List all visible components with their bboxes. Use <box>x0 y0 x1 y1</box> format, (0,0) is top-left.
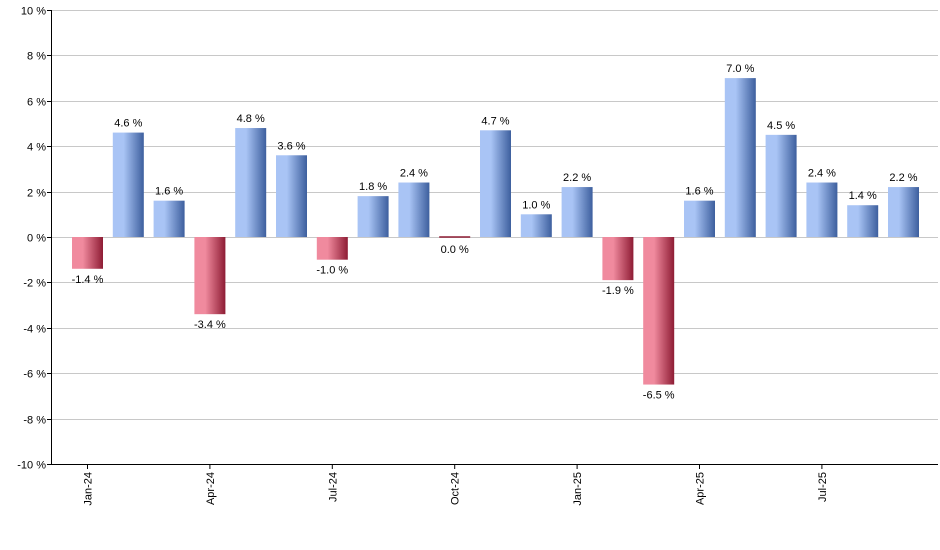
bar-Apr-24 <box>194 237 226 315</box>
value-label: -3.4 % <box>194 319 226 331</box>
value-label: -1.0 % <box>316 265 348 277</box>
bar-Aug-25 <box>847 205 879 237</box>
bar-Oct-24 <box>439 236 471 238</box>
y-tick-label: 10 % <box>21 6 46 18</box>
value-label: -1.9 % <box>602 285 634 297</box>
bar-Feb-24 <box>112 132 144 237</box>
bar-Sep-25 <box>888 187 919 237</box>
bar-Jun-24 <box>276 155 307 237</box>
value-label: 2.2 % <box>563 172 591 184</box>
x-tick-label: Jul-25 <box>817 472 829 502</box>
value-label: 4.7 % <box>481 115 509 127</box>
value-label: 4.5 % <box>767 120 795 132</box>
value-label: -6.5 % <box>643 390 675 402</box>
x-tick-label: Apr-24 <box>205 472 217 505</box>
y-tick-label: -6 % <box>23 369 46 381</box>
y-tick-label: 0 % <box>27 233 46 245</box>
value-label: 2.4 % <box>400 168 428 180</box>
value-label: 4.8 % <box>237 113 265 125</box>
y-tick-label: -4 % <box>23 324 46 336</box>
bar-Mar-25 <box>643 237 675 385</box>
bar-May-25 <box>724 78 756 237</box>
bar-Feb-25 <box>602 237 634 281</box>
value-label: -1.4 % <box>72 274 104 286</box>
bar-Apr-25 <box>684 200 715 237</box>
y-tick-label: -2 % <box>23 278 46 290</box>
value-label: 1.6 % <box>685 186 713 198</box>
value-label: 1.6 % <box>155 186 183 198</box>
bar-Nov-24 <box>480 130 511 237</box>
value-label: 4.6 % <box>114 118 142 130</box>
x-tick-label: Jan-24 <box>83 472 95 506</box>
value-label: 1.4 % <box>849 190 877 202</box>
value-label: 2.4 % <box>808 168 836 180</box>
value-label: 1.8 % <box>359 181 387 193</box>
y-tick-label: 6 % <box>27 97 46 109</box>
y-tick-label: -10 % <box>17 460 46 472</box>
bar-Dec-24 <box>520 214 552 237</box>
bar-May-24 <box>235 128 267 237</box>
x-tick-label: Jul-24 <box>327 472 339 502</box>
value-label: 3.6 % <box>277 140 305 152</box>
value-label: 1.0 % <box>522 199 550 211</box>
value-labels: -1.4 % 4.6 % 1.6 % -3.4 % 4.8 % 3.6 % -1.0 % 1.… <box>72 63 918 401</box>
y-tick-label: 8 % <box>27 51 46 63</box>
value-label: 0.0 % <box>441 244 469 256</box>
x-tick-label: Oct-24 <box>450 472 462 505</box>
bar-Sep-24 <box>398 182 430 237</box>
bar-Mar-24 <box>153 200 185 237</box>
x-tick-label: Jan-25 <box>572 472 584 506</box>
value-label: 7.0 % <box>726 63 754 75</box>
bars <box>72 78 919 385</box>
axes: -10 % -8 % -6 % -4 % -2 % 0 % 2 % 4 % 6 % 8 % 10 %… <box>17 6 938 506</box>
y-tick-label: 4 % <box>27 142 46 154</box>
gridlines <box>51 10 938 465</box>
bar-Jan-25 <box>561 187 593 237</box>
bar-Jul-24 <box>316 237 348 260</box>
y-tick-label: 2 % <box>27 188 46 200</box>
x-tick-label: Apr-25 <box>695 472 707 505</box>
bar-Jan-24 <box>72 237 103 269</box>
bar-Jun-25 <box>765 134 797 237</box>
bar-Jul-25 <box>806 182 838 237</box>
y-tick-label: -8 % <box>23 415 46 427</box>
bar-Aug-24 <box>357 196 389 237</box>
value-label: 2.2 % <box>889 172 917 184</box>
